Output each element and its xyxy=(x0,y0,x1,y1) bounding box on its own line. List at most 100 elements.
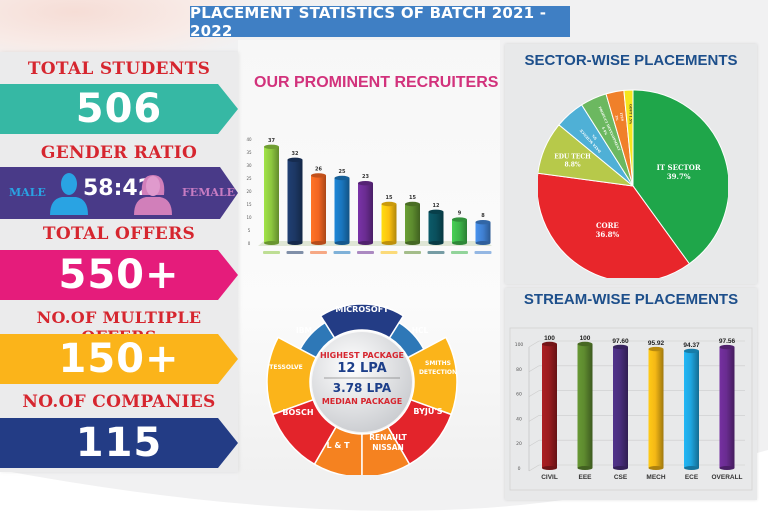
pie-slice xyxy=(538,172,691,278)
total-offers-banner: 550+ xyxy=(0,250,238,300)
svg-text:EDU TECH: EDU TECH xyxy=(554,154,591,161)
highest-package-value: 12 LPA xyxy=(337,361,386,376)
gender-ratio-banner: MALE 58:42 FEMALE xyxy=(0,167,238,219)
recruiter-bar: 25 xyxy=(333,169,351,254)
bar-value-label: 15 xyxy=(409,195,416,201)
bar-value-label: 100 xyxy=(544,335,555,342)
company-label-hcl: HCL xyxy=(412,326,429,335)
sector-panel: SECTOR-WISE PLACEMENTS IT SECTOR 39.7% COR… xyxy=(505,44,757,284)
y-tick: 5 xyxy=(248,228,251,233)
stream-bar-chart: 0 20 40 60 80 100 100 CIVIL 100 EEE 97.60 CSE 95.92 M… xyxy=(509,327,753,491)
recruiters-title: OUR PROMINENT RECRUITERS xyxy=(254,74,499,91)
microsoft-segment xyxy=(319,303,405,339)
bar-value-label: 97.60 xyxy=(612,338,629,345)
svg-text:ITES: ITES xyxy=(619,112,625,122)
gender-ratio-value: 58:42 xyxy=(83,176,154,201)
svg-text:5%: 5% xyxy=(591,133,598,140)
stream-bar: 97.56 OVERALL xyxy=(711,338,742,481)
stream-title: STREAM-WISE PLACEMENTS xyxy=(523,291,739,308)
recruiter-bar: 15 xyxy=(404,195,421,254)
total-students-banner: 506 xyxy=(0,84,238,134)
y-tick: 10 xyxy=(246,215,252,220)
svg-text:4.4%: 4.4% xyxy=(601,126,608,135)
svg-text:8.8%: 8.8% xyxy=(564,162,580,169)
total-students-value: 506 xyxy=(75,86,163,132)
svg-text:IT SECTOR: IT SECTOR xyxy=(657,163,701,172)
female-label: FEMALE xyxy=(182,186,236,199)
bar-value-label: 94.37 xyxy=(683,342,700,349)
company-label-byjus: BYJU'S xyxy=(413,407,442,416)
pie-label: GOVT 1.5% xyxy=(629,104,633,124)
svg-text:3%: 3% xyxy=(614,115,619,121)
recruiter-bar: 23 xyxy=(357,174,374,254)
renault-segment xyxy=(361,426,411,475)
company-logo-icon xyxy=(451,251,468,254)
stream-bar: 95.92 MECH xyxy=(646,340,665,481)
bar-value-label: 25 xyxy=(339,169,346,175)
y-tick: 25 xyxy=(246,176,252,181)
page-title: PLACEMENT STATISTICS OF BATCH 2021 - 202… xyxy=(190,3,547,40)
company-label-bosch: BOSCH xyxy=(282,408,313,417)
multiple-offers-value: 150+ xyxy=(58,336,180,382)
y-tick: 15 xyxy=(246,202,252,207)
female-person-icon xyxy=(134,175,172,215)
gender-ratio-label: GENDER RATIO xyxy=(40,143,198,163)
companies-value: 115 xyxy=(75,420,163,466)
company-label-nissan: NISSAN xyxy=(372,443,404,452)
recruiter-bar: 26 xyxy=(310,166,327,254)
company-label-microsoft: MICROSOFT xyxy=(335,305,389,314)
recruiters-bar-chart: 0 5 10 15 20 25 30 35 40 37 32 26 25 23 15 15 12 9 8 xyxy=(246,137,492,254)
company-label-ibm: IBM xyxy=(296,326,312,335)
x-category-label: ECE xyxy=(685,474,699,481)
stream-bar: 100 EEE xyxy=(577,335,593,481)
x-category-label: CSE xyxy=(614,474,628,481)
company-label-tessolve: TESSOLVE xyxy=(269,364,302,371)
company-logo-icon xyxy=(380,251,398,254)
total-students-label: TOTAL STUDENTS xyxy=(27,59,211,79)
stream-bar: 100 CIVIL xyxy=(541,335,558,481)
stream-bar: 94.37 ECE xyxy=(683,342,700,481)
recruiter-bar: 8 xyxy=(474,213,492,254)
bar-value-label: 8 xyxy=(481,213,485,219)
svg-text:39.7%: 39.7% xyxy=(667,172,691,181)
y-tick: 100 xyxy=(515,342,524,348)
bar-value-label: 97.56 xyxy=(719,338,736,345)
sector-title: SECTOR-WISE PLACEMENTS xyxy=(524,52,738,69)
company-logo-icon xyxy=(404,251,421,254)
bar-value-label: 15 xyxy=(386,195,393,201)
recruiter-bar: 12 xyxy=(427,203,445,254)
bar-value-label: 26 xyxy=(315,166,322,172)
stats-panel: TOTAL STUDENTS 506 GENDER RATIO MALE 58:… xyxy=(0,52,238,472)
x-category-label: OVERALL xyxy=(711,474,742,481)
median-package-value: 3.78 LPA xyxy=(333,381,392,395)
recruiter-bar: 32 xyxy=(286,151,304,254)
y-tick: 80 xyxy=(516,367,522,373)
pie-slice xyxy=(623,89,634,187)
multiple-offers-banner: 150+ xyxy=(0,334,238,384)
svg-text:36.8%: 36.8% xyxy=(596,230,620,239)
bar-value-label: 9 xyxy=(458,211,462,217)
recruiter-bar: 37 xyxy=(263,138,280,254)
pie-slice xyxy=(632,89,728,265)
y-tick: 20 xyxy=(516,441,522,447)
bar-value-label: 32 xyxy=(292,151,299,157)
companies-label: NO.OF COMPANIES xyxy=(22,392,216,412)
company-logo-icon xyxy=(357,251,374,254)
bar-value-label: 23 xyxy=(362,174,369,180)
companies-banner: 115 xyxy=(0,418,238,468)
ibm-segment xyxy=(299,321,336,359)
recruiter-bar: 15 xyxy=(380,195,398,254)
bar-value-label: 12 xyxy=(433,203,440,209)
total-offers-value: 550+ xyxy=(58,252,180,298)
company-label-renault: RENAULT xyxy=(369,433,407,442)
male-label: MALE xyxy=(9,186,46,199)
y-tick: 60 xyxy=(516,392,522,398)
company-label-smiths: SMITHS xyxy=(425,360,451,367)
y-tick: 30 xyxy=(246,163,252,168)
bar-value-label: 100 xyxy=(580,335,591,342)
tessolve-segment xyxy=(266,336,318,416)
